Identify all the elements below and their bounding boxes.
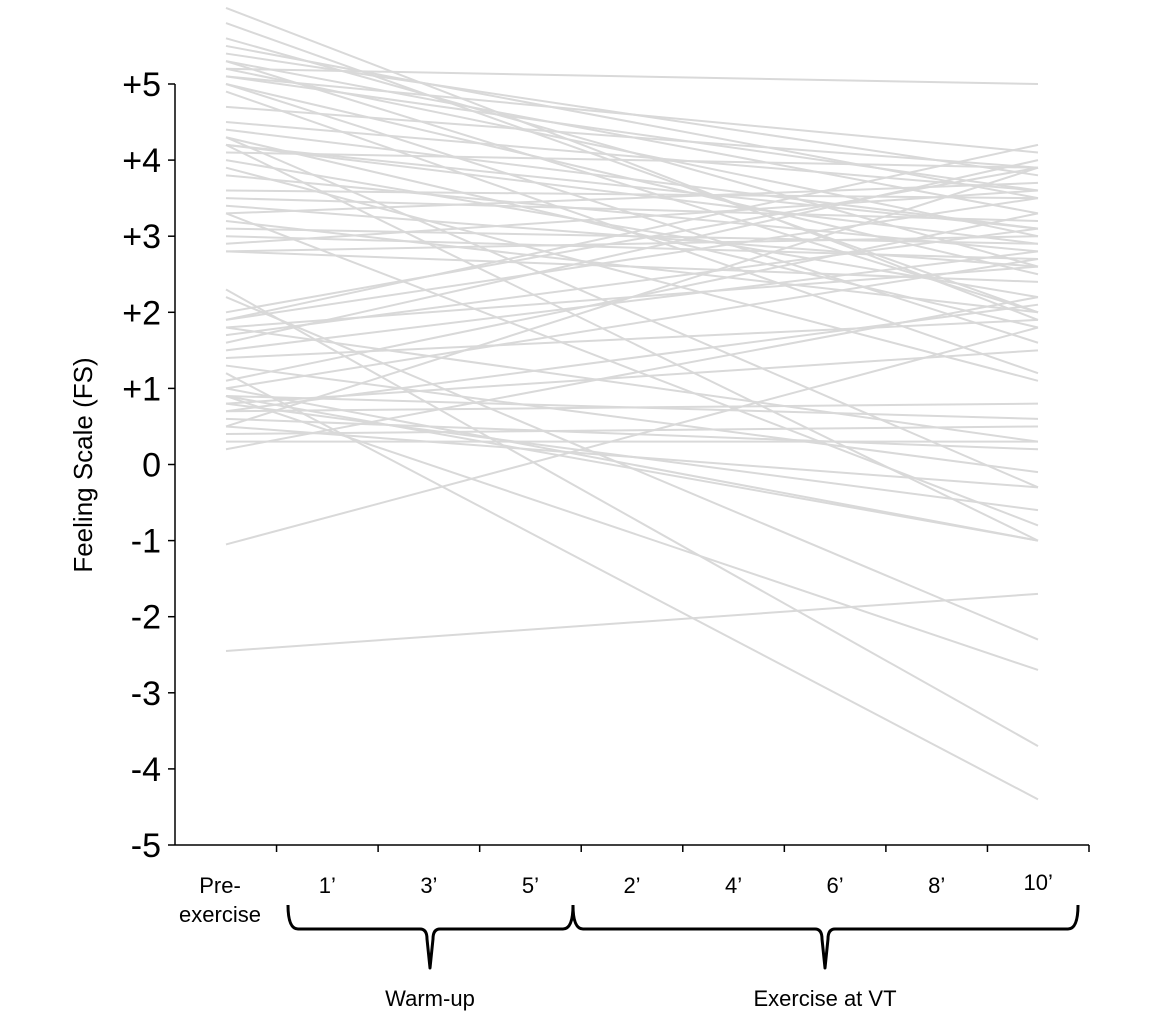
series-line [225,258,1039,390]
x-tick-label: 2’ [623,873,640,898]
series-line [225,296,1039,451]
series-line [225,159,1039,299]
y-tick-label: +1 [122,370,161,408]
series-line [225,387,1039,542]
series-line [225,425,1039,436]
x-tick-label-exercise: exercise [179,902,261,927]
series-line [225,67,1039,238]
series-line [225,372,1039,801]
series-line [225,166,1039,314]
series-line [225,143,1039,542]
series-line [225,212,1039,527]
series-line [225,235,1039,261]
series-line [225,121,1039,192]
series-line [225,402,1039,413]
series-line [225,318,1039,359]
series-line [225,197,1039,321]
series-line [225,67,1039,85]
series-line [225,395,1039,542]
x-tick-labels: Pre-exercise 1’ 3’ 5’ 2’ 4’ 6’ 8’ 10’ [179,845,1090,927]
series-line [225,181,1039,215]
group-label-warm-up: Warm-up [385,986,475,1011]
y-tick-label: -5 [131,827,161,865]
x-tick-label: 4’ [725,873,742,898]
x-tick-label: 8’ [928,873,945,898]
x-tick-label: 6’ [827,873,844,898]
series-line [225,227,1039,337]
group-braces [286,904,1080,970]
brace-exercise-at-vt [571,904,1080,970]
series-line [225,136,1039,489]
y-tick-label: +2 [122,294,161,332]
y-axis-label: Feeling Scale (FS) [68,357,98,572]
x-tick-label: 3’ [420,873,437,898]
series-line [225,151,1039,169]
series-line [225,143,1039,321]
series-line [225,425,1039,489]
series-line [225,6,1039,321]
y-tick-label: +3 [122,218,161,256]
series-line [225,326,1039,546]
series-line [225,250,1039,352]
x-tick-label: 10’ [1024,870,1053,895]
y-tick-label: -2 [131,599,161,637]
y-tick-label: -3 [131,675,161,713]
y-tick-label: -4 [131,751,161,789]
series-line [225,189,1039,200]
series-line [225,22,1039,314]
series-line [225,166,1039,382]
group-label-exercise-at-vt: Exercise at VT [753,986,896,1011]
y-tick-label: +5 [122,66,161,104]
series-line [225,235,1039,253]
x-tick-label: 5’ [522,873,539,898]
series-line [225,105,1039,169]
series-line [225,143,1039,230]
y-tick-label: 0 [142,447,161,485]
series-line [225,159,1039,344]
series-line [225,592,1039,652]
series-lines [225,6,1039,801]
series-line [225,288,1039,747]
series-line [225,349,1039,405]
series-line [225,75,1039,154]
y-tick-labels: +5 +4 +3 +2 +1 0 -1 -2 -3 -4 -5 [122,66,175,865]
x-tick-label: 1’ [319,873,336,898]
series-line [225,326,1039,443]
series-line [225,197,1039,222]
series-line [225,75,1039,192]
series-line [225,128,1039,230]
brace-warm-up [286,904,575,970]
series-line [225,166,1039,428]
y-tick-label: -1 [131,523,161,561]
series-line [225,189,1039,245]
x-tick-label-pre: Pre- [199,873,241,898]
y-tick-label: +4 [122,142,161,180]
